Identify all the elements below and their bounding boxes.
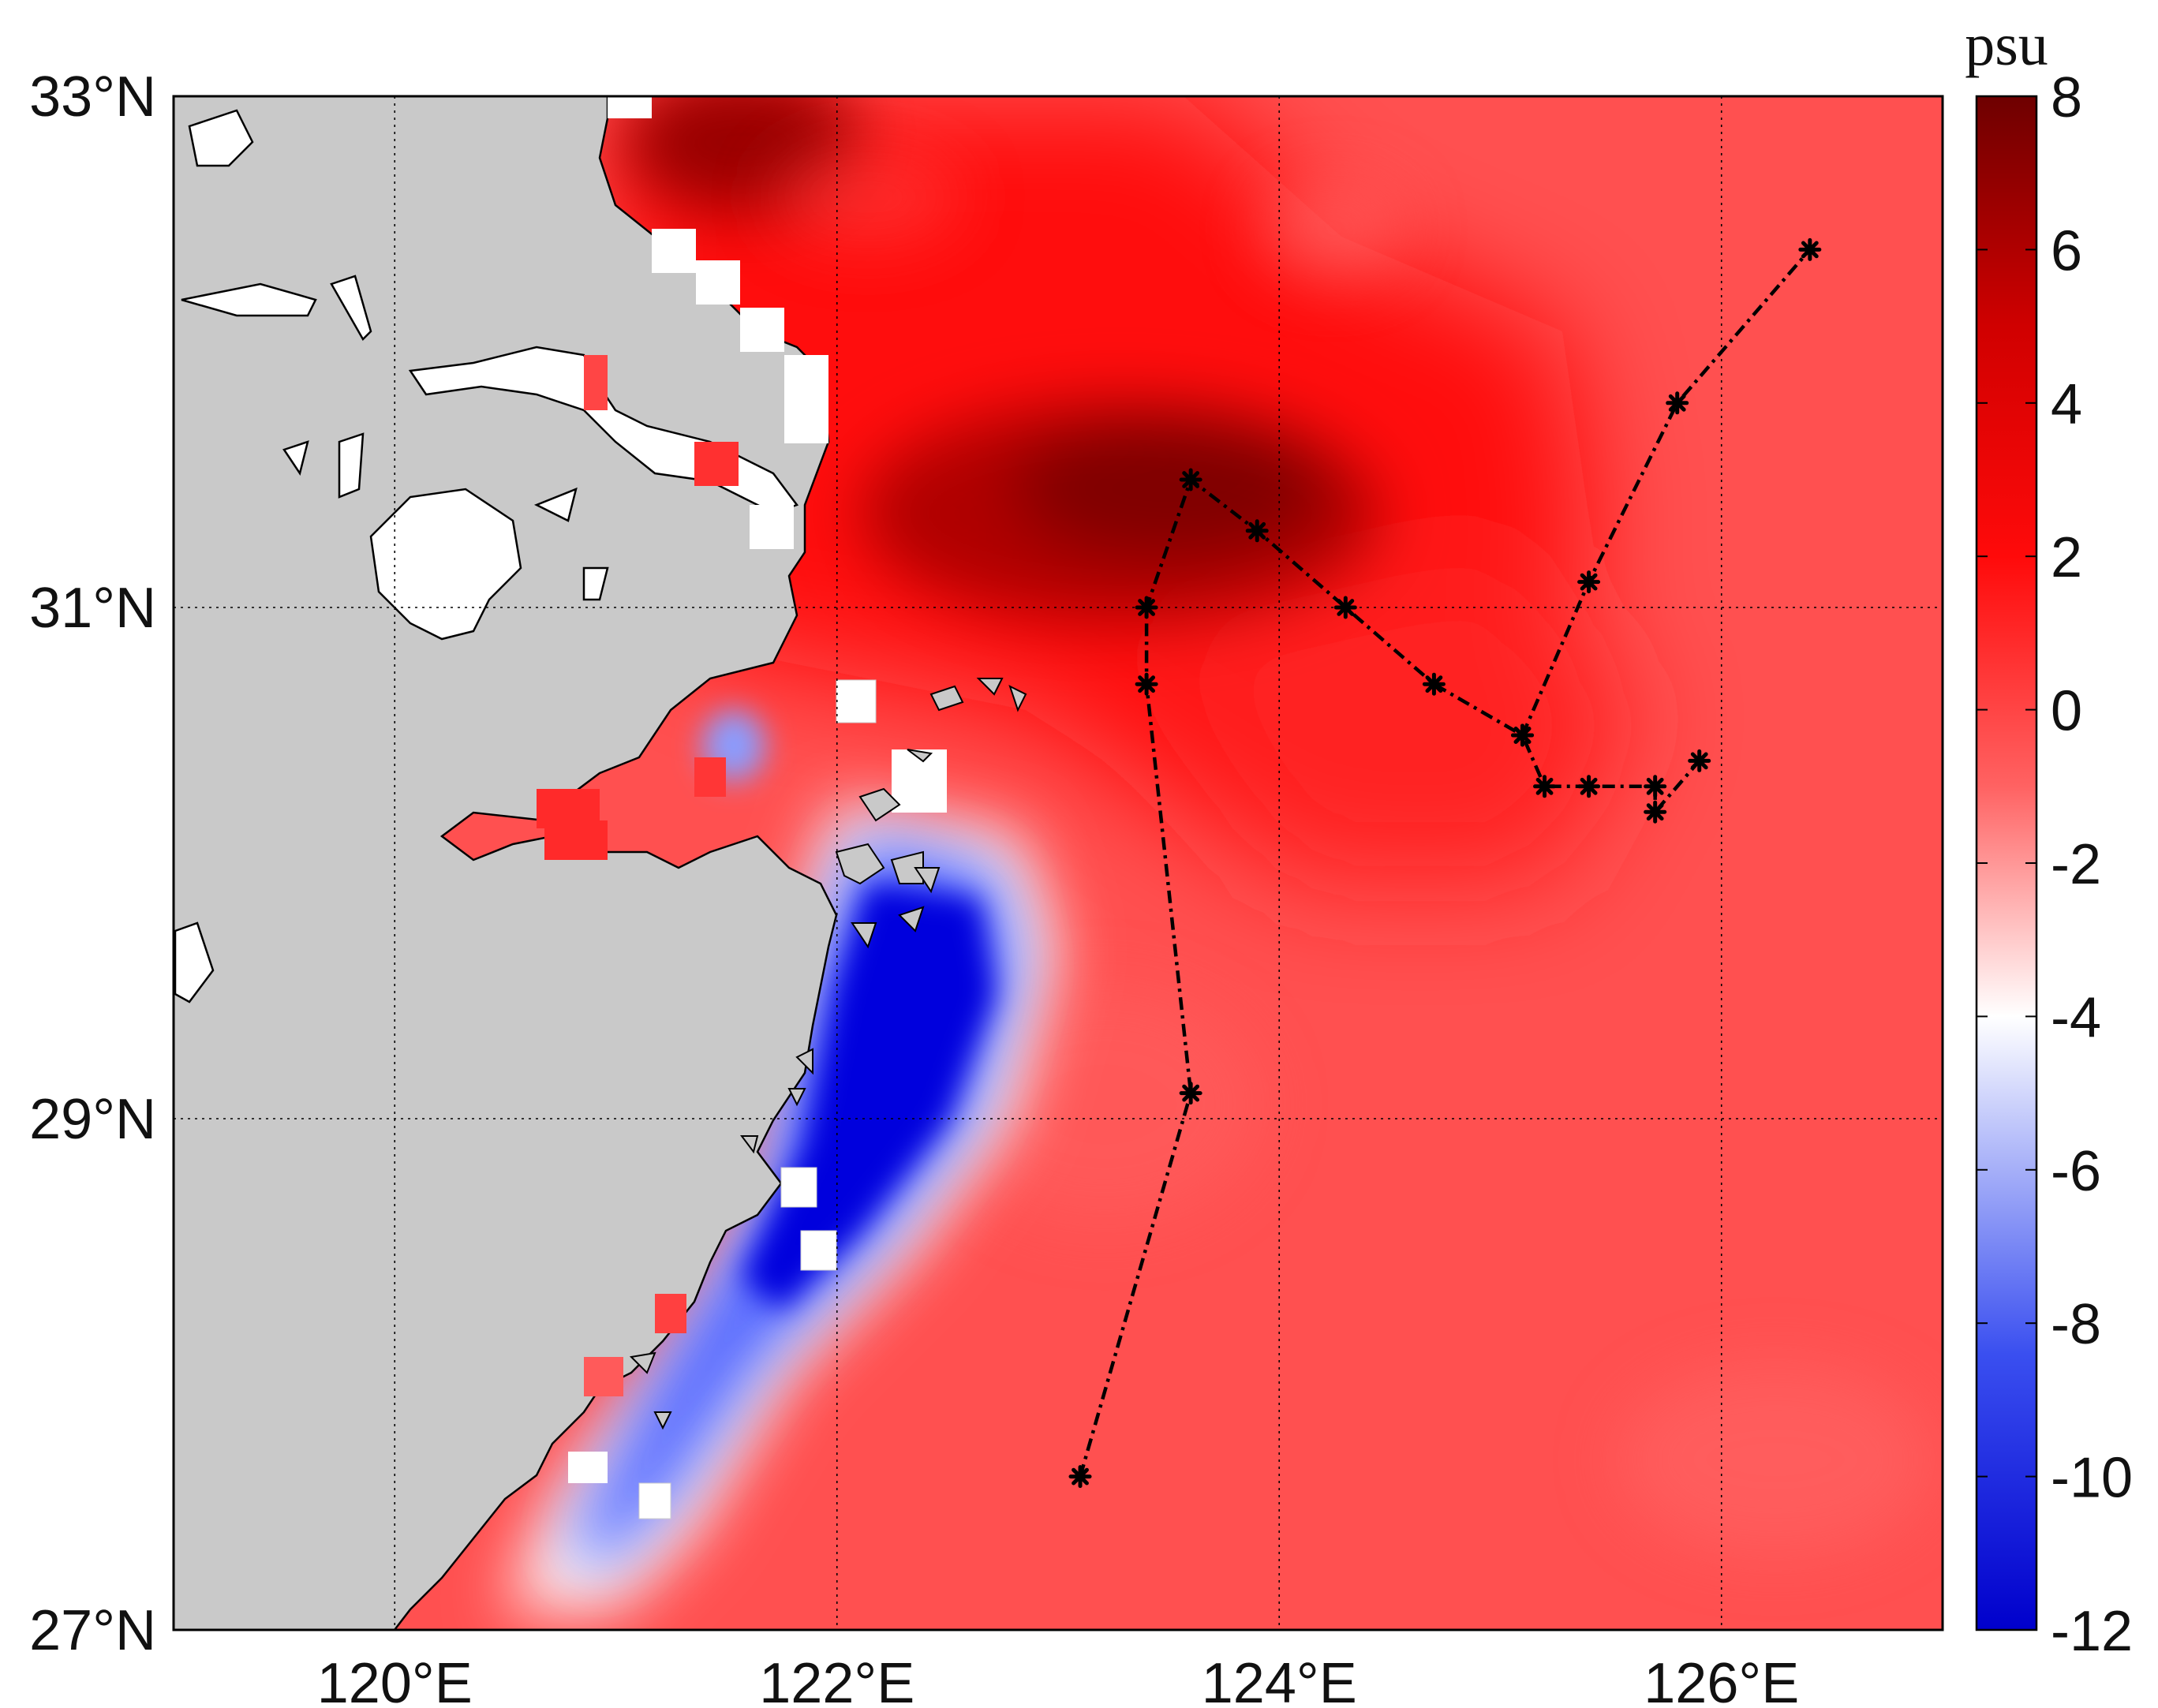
lon-tick-label: 120°E bbox=[317, 1652, 473, 1708]
colorbar-tick-label: 6 bbox=[2051, 219, 2082, 282]
colorbar-tick-label: -8 bbox=[2051, 1293, 2101, 1356]
colorbar-tick-label: -12 bbox=[2051, 1600, 2133, 1663]
station-marker bbox=[1511, 723, 1535, 747]
station-marker bbox=[1644, 775, 1667, 798]
station-marker bbox=[1577, 570, 1601, 594]
station-marker bbox=[1135, 672, 1158, 696]
station-marker bbox=[1068, 1465, 1092, 1489]
colorbar: psu 8 6 4 2 0 -2 -4 -6 -8 -10 -12 bbox=[1965, 12, 2133, 1663]
lon-tick-label: 126°E bbox=[1644, 1652, 1799, 1708]
colorbar-tick-label: 2 bbox=[2051, 526, 2082, 589]
lat-tick-label: 29°N bbox=[29, 1088, 156, 1151]
colorbar-tick-label: 8 bbox=[2051, 66, 2082, 129]
lat-tick-label: 33°N bbox=[29, 65, 156, 129]
colorbar-tick-label: -6 bbox=[2051, 1140, 2101, 1203]
lake-west bbox=[174, 921, 215, 1003]
colorbar-tick-label: 0 bbox=[2051, 680, 2082, 743]
station-marker bbox=[1422, 672, 1446, 696]
station-marker bbox=[1533, 775, 1557, 798]
station-marker bbox=[1245, 519, 1269, 543]
colorbar-tick-label: -10 bbox=[2051, 1447, 2133, 1510]
graticule bbox=[174, 96, 1943, 1630]
lake-north-1 bbox=[188, 109, 254, 167]
colorbar-tick-label: -2 bbox=[2051, 833, 2101, 896]
lon-tick-label: 124°E bbox=[1202, 1652, 1357, 1708]
taihu-lake bbox=[369, 488, 522, 641]
lat-tick-label: 31°N bbox=[29, 577, 156, 640]
lon-tick-label: 122°E bbox=[759, 1652, 914, 1708]
lake-north-2 bbox=[181, 282, 317, 317]
lighter-patches bbox=[773, 150, 1933, 1554]
station-marker bbox=[1135, 596, 1158, 619]
lake-2 bbox=[338, 432, 365, 499]
station-marker bbox=[1179, 1082, 1202, 1105]
map-axes: 120°E 122°E 124°E 126°E 27°N 29°N 31°N 33°N bbox=[29, 65, 1799, 1708]
survey-sections bbox=[1068, 237, 1822, 1489]
lake-5 bbox=[582, 566, 609, 601]
lake-4 bbox=[533, 487, 578, 522]
colorbar-ticks: 8 6 4 2 0 -2 -4 -6 -8 -10 -12 bbox=[1977, 66, 2133, 1663]
station-marker bbox=[1688, 749, 1711, 772]
lat-tick-label: 27°N bbox=[29, 1599, 156, 1662]
station-marker bbox=[1798, 237, 1822, 261]
station-marker bbox=[1333, 596, 1357, 619]
coastal-grid-cells bbox=[537, 96, 947, 1519]
map-frame bbox=[172, 95, 1944, 1631]
islands bbox=[629, 678, 1027, 1430]
section-line-1 bbox=[1078, 477, 1701, 1478]
colorbar-tick-label: 4 bbox=[2051, 373, 2082, 436]
station-marker bbox=[1179, 468, 1202, 491]
station-marker bbox=[1644, 800, 1667, 824]
section-line-2 bbox=[1520, 248, 1812, 736]
colorbar-tick-label: -4 bbox=[2051, 986, 2101, 1049]
colorbar-unit: psu bbox=[1965, 12, 2048, 78]
lake-1 bbox=[330, 275, 372, 342]
station-marker bbox=[1666, 391, 1689, 415]
station-marker bbox=[1577, 775, 1601, 798]
lake-3 bbox=[282, 440, 309, 477]
